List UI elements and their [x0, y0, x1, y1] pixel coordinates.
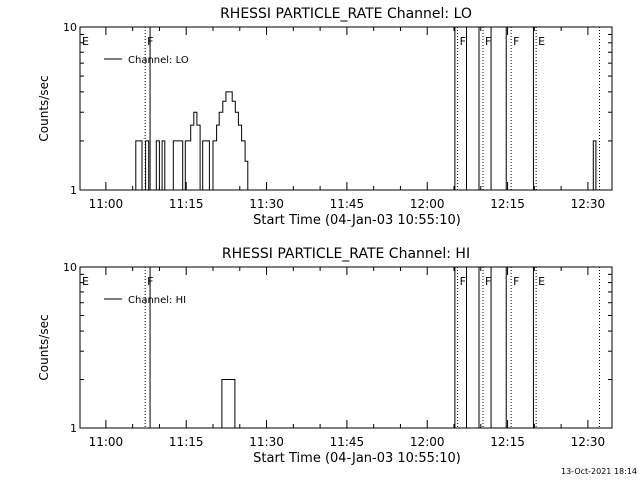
y-tick-label: 1 [70, 422, 77, 435]
legend: Channel: LO [104, 55, 189, 66]
x-tick-label: 11:15 [169, 435, 204, 449]
x-tick-label: 11:00 [89, 197, 124, 211]
marker-label: E [82, 35, 89, 48]
x-axis-label: Start Time (04-Jan-03 10:55:10) [253, 213, 461, 228]
marker-label: E [538, 35, 545, 48]
x-tick-label: 12:00 [410, 197, 445, 211]
chart-panel-1: RHESSI PARTICLE_RATE Channel: HIEFFFFECh… [37, 246, 613, 466]
x-tick-label: 11:30 [249, 435, 284, 449]
legend: Channel: HI [104, 295, 186, 306]
x-tick-label: 11:15 [169, 197, 204, 211]
y-axis-label: Counts/sec [37, 314, 51, 380]
x-tick-label: 11:45 [330, 197, 365, 211]
x-tick-label: 12:15 [490, 197, 525, 211]
x-tick-label: 11:45 [330, 435, 365, 449]
marker-label: F [460, 35, 466, 48]
x-tick-label: 12:30 [571, 435, 606, 449]
footer-timestamp: 13-Oct-2021 18:14 [561, 467, 637, 476]
marker-label: E [538, 275, 545, 288]
series-line [135, 91, 597, 191]
plot-frame [79, 266, 613, 429]
y-axis-label: Counts/sec [37, 75, 51, 141]
marker-label: F [460, 275, 466, 288]
marker-label: F [513, 35, 519, 48]
x-tick-label: 11:00 [89, 435, 124, 449]
legend-label: Channel: HI [128, 295, 186, 306]
y-tick-label: 1 [70, 184, 77, 197]
y-tick-label: 10 [63, 261, 77, 274]
x-tick-label: 12:30 [571, 197, 606, 211]
x-axis-label: Start Time (04-Jan-03 10:55:10) [253, 451, 461, 466]
y-tick-label: 10 [63, 21, 77, 34]
marker-label: F [485, 275, 491, 288]
chart-title: RHESSI PARTICLE_RATE Channel: LO [220, 6, 472, 22]
chart-title: RHESSI PARTICLE_RATE Channel: HI [222, 246, 470, 262]
legend-label: Channel: LO [128, 55, 189, 66]
chart-panel-0: RHESSI PARTICLE_RATE Channel: LOEFFFFECh… [37, 6, 613, 228]
x-tick-label: 12:00 [410, 435, 445, 449]
marker-label: F [485, 35, 491, 48]
marker-label: F [513, 275, 519, 288]
series-line [221, 379, 236, 428]
marker-label: E [82, 275, 89, 288]
x-tick-label: 11:30 [249, 197, 284, 211]
x-tick-label: 12:15 [490, 435, 525, 449]
